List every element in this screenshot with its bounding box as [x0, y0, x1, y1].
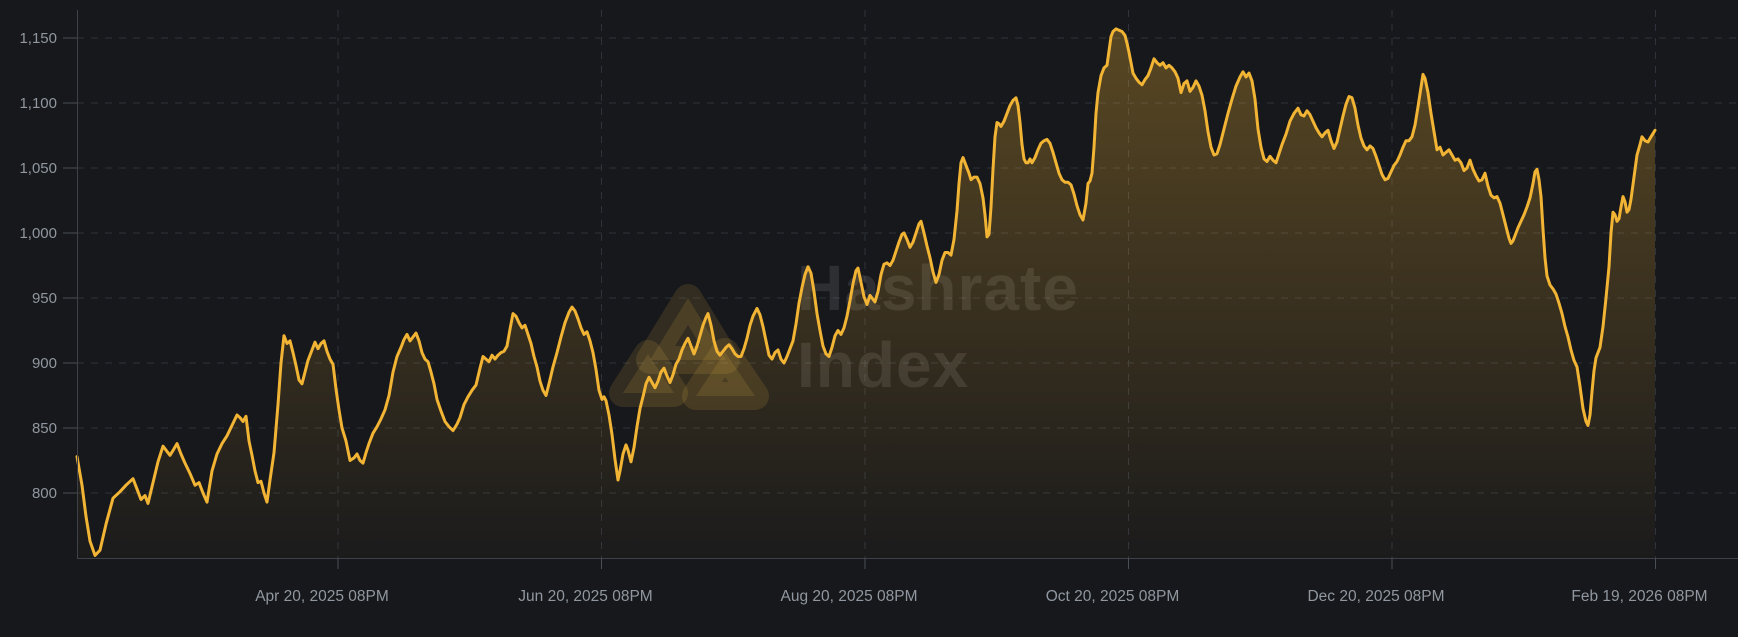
series-line: [75, 27, 1657, 557]
y-axis-label: 950: [32, 290, 57, 307]
x-axis-label: Dec 20, 2025 08PM: [1307, 588, 1444, 605]
axis-labels: 1,150 1,100 1,050 1,000 950 900 850 800 Apr 20, …: [19, 30, 1707, 605]
x-axis-label: Feb 19, 2026 08PM: [1571, 588, 1707, 605]
axes: [63, 10, 1738, 569]
y-axis-label: 1,100: [19, 95, 57, 112]
y-axis-label: 1,150: [19, 30, 57, 47]
x-axis-label: Apr 20, 2025 08PM: [255, 588, 389, 605]
axis-ticks: [63, 37, 1656, 569]
y-axis-label: 1,050: [19, 160, 57, 177]
x-axis-label: Oct 20, 2025 08PM: [1046, 588, 1180, 605]
y-axis-label: 800: [32, 485, 57, 502]
x-axis-label: Jun 20, 2025 08PM: [518, 588, 652, 605]
series-group: [75, 27, 1657, 558]
x-axis-label: Aug 20, 2025 08PM: [780, 588, 917, 605]
chart-plot-area[interactable]: [77, 10, 1738, 558]
y-axis-label: 850: [32, 420, 57, 437]
series-area-fill: [77, 28, 1655, 558]
y-axis-label: 900: [32, 355, 57, 372]
y-axis-label: 1,000: [19, 225, 57, 242]
